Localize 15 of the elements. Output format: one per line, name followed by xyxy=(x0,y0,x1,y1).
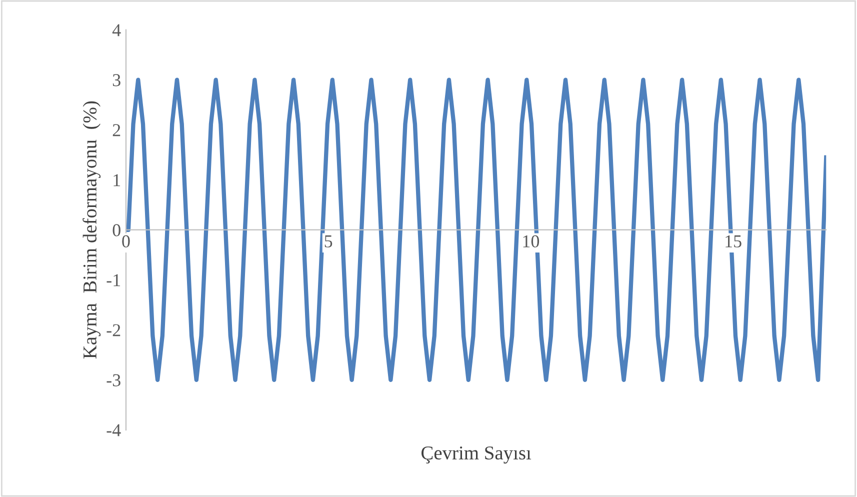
y-tick-label: 4 xyxy=(112,24,121,36)
y-tick-label: -3 xyxy=(106,374,120,386)
x-tick-label: 10 xyxy=(523,235,540,248)
y-tick-label: 2 xyxy=(112,124,120,136)
y-tick-label: 0 xyxy=(112,224,120,236)
y-axis-title: Kayma Birim deformayonu (%) xyxy=(82,101,101,359)
y-tick-label: -2 xyxy=(106,324,120,336)
x-tick-label: 15 xyxy=(726,235,742,248)
y-tick-label: -4 xyxy=(106,424,121,436)
x-tick-label: 5 xyxy=(324,235,332,248)
y-tick-label: -1 xyxy=(106,274,120,286)
y-tick-label: 1 xyxy=(114,174,120,186)
x-axis-title: Çevrim Sayısı xyxy=(422,446,532,464)
x-tick-label: 0 xyxy=(122,235,130,248)
y-tick-label: 3 xyxy=(112,74,120,86)
